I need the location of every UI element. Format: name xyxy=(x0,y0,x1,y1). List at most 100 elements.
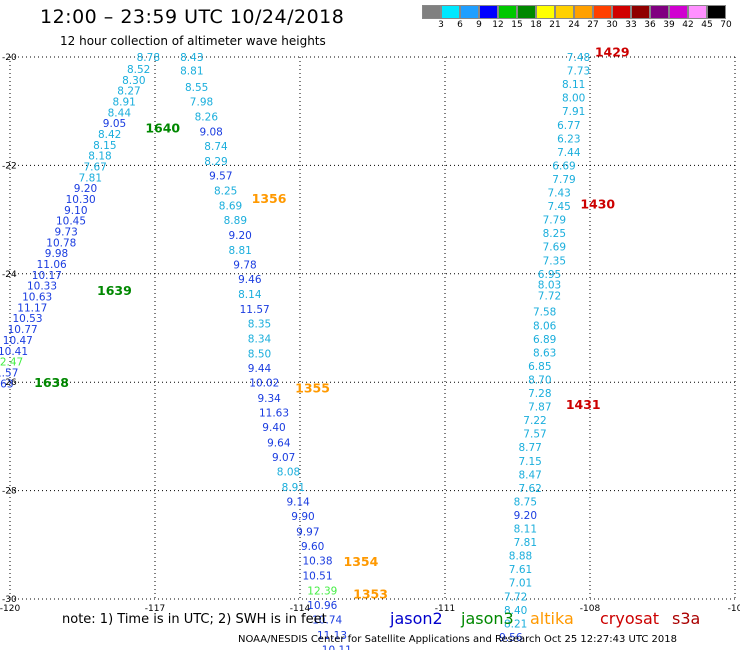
x-tick-label: -10 xyxy=(728,604,740,614)
x-tick-label: -108 xyxy=(580,604,601,614)
wave-height-label: 6.69 xyxy=(552,160,575,172)
wave-height-label: 7.43 xyxy=(547,188,570,200)
wave-height-label: 8.08 xyxy=(277,467,300,479)
wave-height-label: 8.81 xyxy=(228,245,251,257)
pass-number-label: 1353 xyxy=(353,587,388,602)
wave-height-label: 8.29 xyxy=(204,156,227,168)
wave-height-label: 6.95 xyxy=(538,269,561,281)
wave-height-label: 10.77 xyxy=(8,324,38,336)
wave-height-label: 7.73 xyxy=(567,66,590,78)
wave-height-label: 7.28 xyxy=(528,388,551,400)
wave-height-label: 9.05 xyxy=(103,118,126,130)
wave-height-label: 11.17 xyxy=(17,302,47,314)
x-tick-label: -117 xyxy=(145,604,165,614)
wave-height-label: 8.06 xyxy=(533,320,557,332)
wave-height-label: 7.81 xyxy=(79,172,102,184)
wave-height-label: 9.78 xyxy=(233,260,256,272)
wave-height-label: 9.90 xyxy=(291,511,314,523)
wave-height-label: 8.21 xyxy=(504,618,527,630)
wave-height-label: 8.25 xyxy=(214,185,237,197)
wave-height-label: 7.67 xyxy=(83,161,106,173)
colorbar-label: 36 xyxy=(644,20,656,30)
wave-height-label: 9.14 xyxy=(286,496,310,508)
wave-height-label: 11.57 xyxy=(0,367,18,379)
colorbar-label: 33 xyxy=(625,20,637,30)
wave-height-label: 8.74 xyxy=(204,141,228,153)
wave-height-label: 10.63 xyxy=(0,378,14,390)
wave-height-label: 8.89 xyxy=(224,215,247,227)
wave-height-label: 8.30 xyxy=(122,75,145,87)
colorbar-swatch xyxy=(574,5,593,19)
wave-height-label: 9.97 xyxy=(296,526,319,538)
x-tick-label: -114 xyxy=(290,604,311,614)
y-tick-label: -30 xyxy=(2,595,17,605)
pass-number-label: 1640 xyxy=(145,120,180,135)
wave-height-label: 9.20 xyxy=(228,230,251,242)
x-tick-label: -120 xyxy=(0,604,20,614)
wave-height-label: 8.11 xyxy=(562,79,585,91)
pass-number-label: 1429 xyxy=(595,45,630,60)
wave-height-label: 10.53 xyxy=(12,313,42,325)
wave-height-label: 6.85 xyxy=(528,361,551,373)
wave-height-label: 10.17 xyxy=(32,270,62,282)
colorbar-swatch xyxy=(707,5,726,19)
y-tick-label: -24 xyxy=(2,270,17,280)
wave-height-label: 9.10 xyxy=(64,205,87,217)
colorbar-swatch xyxy=(479,5,498,19)
colorbar-label: 42 xyxy=(682,20,694,30)
wave-height-label: 7.81 xyxy=(514,537,537,549)
wave-height-label: 8.52 xyxy=(127,64,150,76)
y-tick-label: -26 xyxy=(2,378,17,388)
colorbar-swatch xyxy=(422,5,441,19)
wave-height-label: 8.40 xyxy=(504,605,527,617)
colorbar-swatch xyxy=(460,5,479,19)
wave-height-label: 10.78 xyxy=(46,237,76,249)
legend-s3a: s3a xyxy=(672,609,701,628)
colorbar-label: 3 xyxy=(438,20,444,30)
note-text: note: 1) Time is in UTC; 2) SWH is in fe… xyxy=(62,612,327,627)
legend-jason3: jason3 xyxy=(461,609,514,628)
colorbar-swatch xyxy=(441,5,460,19)
wave-height-label: 7.58 xyxy=(533,307,556,319)
footer-credit: NOAA/NESDIS Center for Satellite Applica… xyxy=(238,634,677,645)
colorbar-swatch xyxy=(650,5,669,19)
colorbar-label: 15 xyxy=(511,20,523,30)
wave-height-label: 7.01 xyxy=(509,578,532,590)
wave-height-label: 7.91 xyxy=(562,106,585,118)
legend-cryosat: cryosat xyxy=(600,609,660,628)
wave-height-label: 9.98 xyxy=(45,248,68,260)
wave-height-label: 7.57 xyxy=(523,429,546,441)
wave-height-label: 8.35 xyxy=(248,319,271,331)
pass-number-label: 1431 xyxy=(566,397,601,412)
legend-jason2: jason2 xyxy=(390,609,443,628)
wave-height-label: 8.78 xyxy=(137,52,160,64)
wave-height-label: 8.47 xyxy=(518,469,541,481)
pass-number-label: 1638 xyxy=(34,375,69,390)
colorbar-label: 18 xyxy=(530,20,542,30)
wave-height-label: 7.35 xyxy=(543,255,566,267)
wave-height-label: 7.87 xyxy=(528,402,551,414)
wave-height-label: 8.50 xyxy=(248,348,271,360)
wave-height-label: 10.41 xyxy=(0,346,28,358)
wave-height-label: 8.91 xyxy=(112,96,135,108)
wave-height-label: 9.44 xyxy=(248,363,272,375)
wave-height-label: 12.39 xyxy=(307,585,337,597)
pass-number-label: 1354 xyxy=(344,554,379,569)
wave-height-label: 8.27 xyxy=(117,86,140,98)
x-tick-label: -111 xyxy=(435,604,455,614)
wave-height-label: 11.06 xyxy=(37,259,67,271)
wave-height-label: 7.61 xyxy=(509,564,532,576)
wave-height-label: 8.69 xyxy=(219,201,242,213)
wave-height-label: 9.73 xyxy=(54,227,77,239)
wave-height-label: 8.70 xyxy=(528,374,551,386)
wave-height-label: 10.51 xyxy=(302,571,332,583)
wave-height-label: 8.55 xyxy=(185,82,208,94)
wave-height-label: 8.00 xyxy=(562,93,585,105)
colorbar-label: 21 xyxy=(549,20,561,30)
wave-height-label: 10.38 xyxy=(302,556,332,568)
wave-height-label: 8.91 xyxy=(282,482,305,494)
wave-height-label: 9.20 xyxy=(74,183,97,195)
wave-height-label: 7.79 xyxy=(543,215,566,227)
wave-height-label: 9.46 xyxy=(238,274,262,286)
